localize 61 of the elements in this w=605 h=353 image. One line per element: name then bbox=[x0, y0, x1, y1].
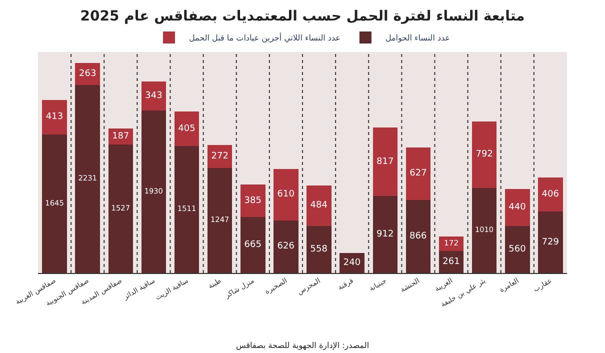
data-label: 385 bbox=[244, 196, 262, 206]
bar bbox=[207, 145, 232, 168]
data-label: 406 bbox=[542, 190, 560, 200]
bar bbox=[406, 200, 431, 273]
bar bbox=[505, 188, 530, 226]
data-label: 343 bbox=[145, 91, 162, 102]
bar bbox=[42, 134, 67, 273]
data-label: 1930 bbox=[144, 186, 164, 196]
bar bbox=[42, 100, 67, 135]
bar bbox=[207, 168, 232, 273]
bar bbox=[406, 147, 431, 200]
data-label: 263 bbox=[79, 69, 96, 80]
data-label: 729 bbox=[542, 237, 560, 248]
data-label: 240 bbox=[343, 258, 361, 268]
data-label: 172 bbox=[444, 238, 459, 248]
bar bbox=[538, 177, 563, 212]
data-label: 610 bbox=[277, 190, 295, 200]
data-label: 627 bbox=[410, 168, 427, 179]
data-label: 2231 bbox=[78, 174, 98, 183]
legend-label: عدد النساء اللاتي أجرين عيادات ما قبل الحمل bbox=[189, 32, 340, 43]
bar bbox=[372, 127, 398, 196]
data-label: 187 bbox=[112, 132, 130, 142]
data-label: 1247 bbox=[210, 215, 230, 224]
data-label: 792 bbox=[476, 150, 493, 160]
data-label: 440 bbox=[508, 202, 526, 212]
data-label: 1527 bbox=[111, 203, 130, 212]
chart-title: متابعة النساء لفترة الحمل حسب المعتمديات بصفاقس عام 2025 bbox=[80, 8, 525, 24]
data-label: 665 bbox=[244, 240, 262, 250]
bar bbox=[274, 168, 298, 220]
data-label: 272 bbox=[211, 152, 228, 162]
data-label: 1511 bbox=[177, 204, 196, 214]
bar bbox=[75, 85, 100, 273]
legend-label: عدد النساء الحوامل bbox=[385, 34, 450, 43]
bar bbox=[240, 184, 266, 218]
bar bbox=[306, 185, 332, 226]
data-label: 558 bbox=[310, 244, 328, 255]
bar bbox=[108, 144, 134, 273]
bar bbox=[174, 112, 200, 146]
data-label: 1010 bbox=[474, 225, 494, 234]
bar bbox=[141, 82, 166, 111]
bar bbox=[538, 212, 563, 273]
text: المصدر: الإدارة الجهوية للصحة بصفاقس bbox=[236, 341, 370, 350]
data-label: 912 bbox=[376, 230, 394, 240]
data-label: 484 bbox=[310, 200, 328, 211]
data-label: 413 bbox=[46, 112, 64, 122]
data-label: 261 bbox=[442, 257, 460, 268]
bar bbox=[274, 220, 298, 273]
bar bbox=[240, 217, 266, 273]
data-label: 405 bbox=[178, 124, 196, 134]
bar bbox=[505, 226, 530, 273]
data-label: 817 bbox=[376, 156, 394, 167]
bar bbox=[306, 226, 332, 273]
data-label: 560 bbox=[508, 244, 526, 254]
bar bbox=[472, 188, 497, 273]
data-label: 866 bbox=[409, 232, 427, 242]
bar bbox=[174, 146, 200, 273]
bar bbox=[472, 121, 497, 188]
bar bbox=[372, 196, 398, 273]
data-label: 626 bbox=[277, 242, 295, 252]
data-label: 1645 bbox=[45, 198, 64, 208]
bar bbox=[141, 110, 166, 273]
